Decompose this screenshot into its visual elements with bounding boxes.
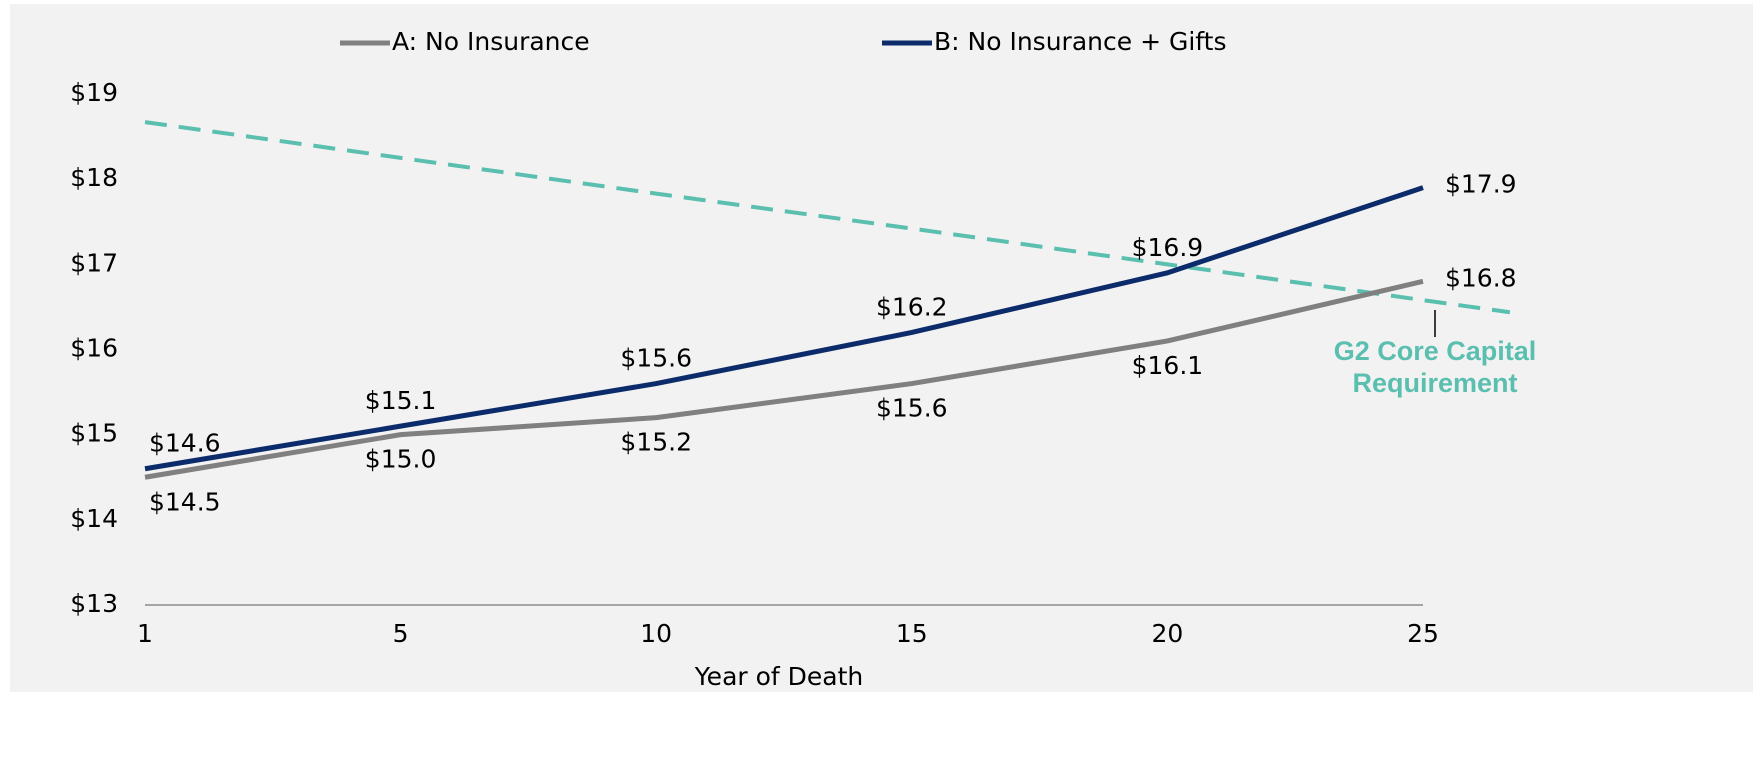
x-axis-title: Year of Death [694,662,864,691]
data-label: $14.5 [149,487,221,516]
legend-label: A: No Insurance [392,27,590,56]
x-tick-label: 20 [1151,619,1183,648]
y-tick-label: $15 [70,419,118,448]
data-label: $16.2 [876,292,948,321]
x-tick-label: 10 [640,619,672,648]
y-tick-label: $13 [70,589,118,618]
data-label: $15.2 [620,428,692,457]
data-label: $15.6 [620,344,692,373]
y-tick-label: $16 [70,334,118,363]
data-label: $15.0 [365,445,437,474]
x-tick-label: 25 [1407,619,1439,648]
x-tick-label: 15 [896,619,928,648]
x-tick-label: 1 [137,619,153,648]
series-line [144,278,1424,480]
data-label: $15.6 [876,394,948,423]
x-tick-label: 5 [393,619,409,648]
y-tick-label: $17 [70,248,118,277]
data-label: $16.1 [1132,351,1204,380]
y-tick-label: $14 [70,504,118,533]
y-tick-label: $18 [70,163,118,192]
data-label: $16.9 [1132,233,1204,262]
reference-line [144,120,1511,315]
data-label: $17.9 [1445,170,1517,199]
data-label: $14.6 [149,429,221,458]
legend-label: B: No Insurance + Gifts [934,27,1226,56]
data-label: $15.1 [365,386,437,415]
plot-background [10,4,1753,692]
y-tick-label: $19 [70,78,118,107]
data-label: $16.8 [1445,263,1517,292]
annotation-text: Requirement [1352,368,1517,398]
annotation-text: G2 Core Capital [1334,336,1537,366]
series-line [144,185,1424,472]
